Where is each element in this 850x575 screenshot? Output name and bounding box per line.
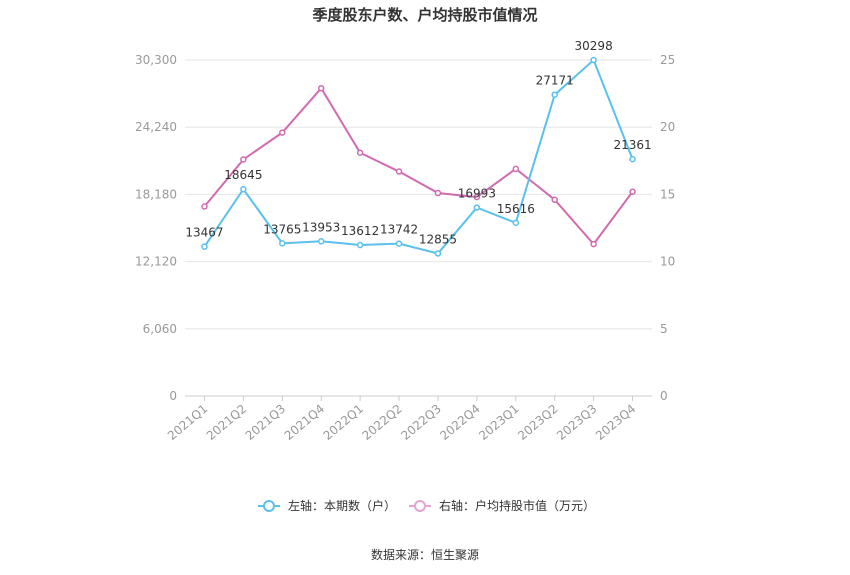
x-tick-label: 2022Q3 [398,402,443,443]
legend-label-right: 右轴：户均持股市值（万元） [439,498,595,513]
x-tick-label: 2023Q3 [554,402,599,443]
data-label: 13467 [185,226,223,240]
x-tick-label: 2021Q4 [282,402,327,443]
chart-title: 季度股东户数、户均持股市值情况 [312,6,537,24]
x-tick-label: 2022Q2 [359,402,404,443]
data-label: 12855 [419,232,457,246]
legend-marker-left [263,500,275,512]
legend-item-right[interactable]: 右轴：户均持股市值（万元） [409,498,595,513]
data-point-right[interactable] [629,188,636,195]
right-tick-label: 10 [660,255,675,269]
data-point-right[interactable] [201,203,208,210]
left-tick-label: 6,060 [143,322,177,336]
x-tick-label: 2023Q4 [593,402,638,443]
left-tick-label: 18,180 [135,187,177,201]
data-point-right[interactable] [240,156,247,163]
data-label: 13612 [341,224,379,238]
data-point-right[interactable] [551,196,558,204]
data-point-right[interactable] [473,193,481,201]
data-label: 21361 [613,138,651,152]
left-tick-label: 12,120 [135,255,177,269]
legend-marker-right [414,500,426,512]
data-point-left[interactable] [317,238,325,245]
legend[interactable]: 左轴：本期数（户） 右轴：户均持股市值（万元） [258,498,595,513]
data-point-right[interactable] [395,168,403,175]
data-point-left[interactable] [356,241,364,249]
data-label: 18645 [224,168,262,182]
x-tick-label: 2023Q1 [476,402,521,443]
x-tick-label: 2023Q2 [515,402,560,443]
data-point-left[interactable] [590,56,597,64]
data-point-left[interactable] [240,185,247,193]
data-point-right[interactable] [356,149,364,156]
data-point-right[interactable] [590,240,597,248]
legend-item-left[interactable]: 左轴：本期数（户） [258,498,396,513]
x-tick-label: 2022Q4 [437,402,482,443]
data-point-left[interactable] [395,240,403,247]
data-label: 30298 [575,39,613,53]
left-tick-label: 24,240 [135,120,177,134]
x-tick-label: 2021Q2 [204,402,249,443]
data-point-left[interactable] [551,91,558,98]
data-label: 13765 [263,222,301,236]
legend-label-left: 左轴：本期数（户） [288,498,396,513]
x-tick-label: 2021Q3 [243,402,288,443]
right-tick-label: 5 [660,322,668,336]
series-line-right [203,86,634,246]
data-label: 27171 [536,74,574,88]
data-point-left[interactable] [512,219,520,227]
right-tick-label: 25 [660,53,675,67]
data-point-right[interactable] [512,165,520,173]
data-label: 13953 [302,220,340,234]
data-label: 15616 [497,202,535,216]
x-tick-label: 2022Q1 [321,402,366,443]
data-point-left[interactable] [201,243,208,250]
right-tick-label: 20 [660,120,675,134]
data-point-left[interactable] [434,250,442,257]
data-point-right[interactable] [317,84,325,92]
data-point-left[interactable] [629,155,636,163]
x-axis: 2021Q12021Q22021Q32021Q42022Q12022Q22022… [165,395,652,443]
left-y-axis: 0 6,060 12,120 18,180 24,240 30,300 [135,53,177,403]
left-tick-label: 0 [169,389,177,403]
data-label: 13742 [380,223,418,237]
grid [185,59,652,330]
series-line-left [203,58,634,255]
data-point-left[interactable] [473,204,481,211]
data-label: 16993 [458,187,496,201]
data-point-left[interactable] [279,240,286,247]
right-y-axis: 0 5 10 15 20 25 [660,53,675,403]
right-tick-label: 0 [660,389,668,403]
source-note: 数据来源：恒生聚源 [371,547,479,562]
data-point-right[interactable] [279,129,286,136]
left-tick-label: 30,300 [135,53,177,67]
right-tick-label: 15 [660,187,675,201]
data-point-right[interactable] [434,189,442,197]
x-tick-label: 2021Q1 [165,402,210,443]
